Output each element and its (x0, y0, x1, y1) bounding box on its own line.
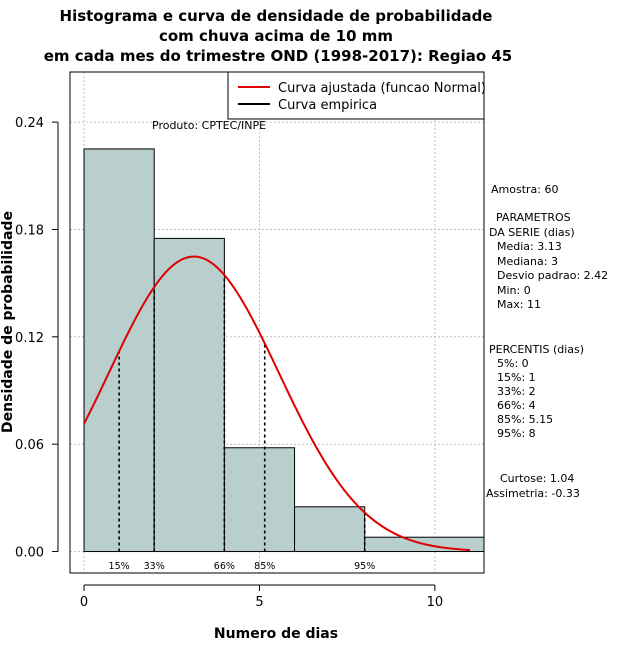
x-tick-label: 5 (255, 595, 263, 610)
histogram-bars (83, 148, 485, 553)
stat-params-subheader: DA SERIE (dias) (489, 226, 575, 239)
title-line-1: Histograma e curva de densidade de proba… (60, 7, 493, 25)
stat-percentis-header: PERCENTIS (dias) (489, 343, 584, 356)
stat-min: Min: 0 (497, 284, 531, 297)
stat-curtose: Curtose: 1.04 (500, 472, 574, 485)
percentile-label: 33% (144, 561, 165, 572)
y-tick-label: 0.00 (15, 546, 44, 561)
chart-title: Histograma e curva de densidade de proba… (44, 7, 513, 65)
stat-desvio: Desvio padrao: 2.42 (497, 269, 608, 282)
x-tick-label: 10 (427, 595, 444, 610)
legend-box (227, 71, 485, 120)
stat-max: Max: 11 (497, 298, 541, 311)
legend-label-fitted: Curva ajustada (funcao Normal) (278, 81, 486, 96)
stats-panel: Amostra: 60 PARAMETROS DA SERIE (dias) M… (486, 183, 608, 500)
x-tick-label: 0 (80, 595, 88, 610)
y-axis-title: Densidade de probabilidade (0, 211, 16, 433)
y-tick-label: 0.12 (15, 331, 44, 346)
legend-label-empirical: Curva empirica (278, 98, 377, 113)
stat-params-header: PARAMETROS (496, 211, 571, 224)
stat-p66: 66%: 4 (497, 399, 536, 412)
histogram-bar (153, 237, 225, 553)
stat-mediana: Mediana: 3 (497, 255, 558, 268)
x-axis-title: Numero de dias (214, 626, 338, 642)
percentile-label: 85% (254, 561, 275, 572)
percentile-label: 95% (354, 561, 375, 572)
fitted-curve (83, 255, 471, 552)
fitted-normal-curve (83, 255, 471, 552)
histogram-bar (223, 447, 296, 553)
legend: Curva ajustada (funcao Normal) Curva emp… (227, 71, 486, 120)
percentile-label: 66% (214, 561, 235, 572)
stat-p85: 85%: 5.15 (497, 413, 553, 426)
title-line-3: em cada mes do trimestre OND (1998-2017)… (44, 47, 513, 65)
y-tick-label: 0.18 (15, 223, 44, 238)
stat-p33: 33%: 2 (497, 385, 536, 398)
product-label: Produto: CPTEC/INPE (152, 119, 266, 132)
y-axis: 0.00 0.06 0.12 0.18 0.24 (15, 116, 59, 561)
percentile-label: 15% (109, 561, 130, 572)
stat-media: Media: 3.13 (497, 240, 562, 253)
percentile-lines: 15% 33% 66% 85% 95% (109, 275, 375, 572)
stat-p95: 95%: 8 (497, 427, 536, 440)
x-axis: 0 5 10 (80, 584, 444, 610)
histogram-bar (294, 506, 366, 553)
y-tick-label: 0.06 (15, 438, 44, 453)
y-tick-label: 0.24 (15, 116, 44, 131)
stat-assimetria: Assimetria: -0.33 (486, 487, 580, 500)
stat-sample: Amostra: 60 (491, 183, 558, 196)
stat-p15: 15%: 1 (497, 371, 536, 384)
title-line-2: com chuva acima de 10 mm (159, 27, 393, 45)
stat-p5: 5%: 0 (497, 357, 529, 370)
